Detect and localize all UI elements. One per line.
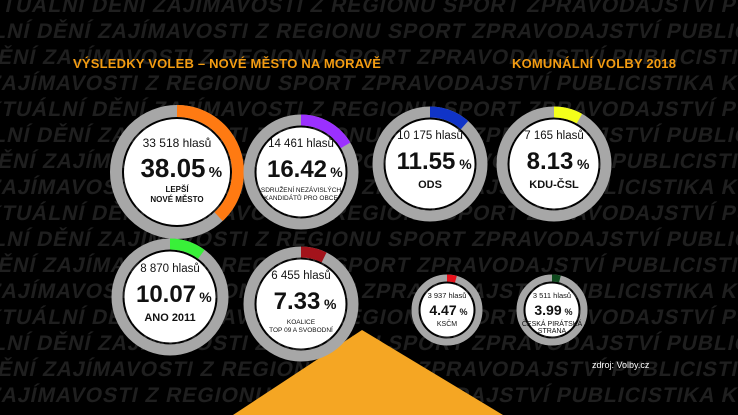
- donut-chart: 7 165 hlasů 8.13 % KDU-ČSL: [496, 106, 612, 222]
- vote-percent: 4.47: [429, 302, 456, 318]
- vote-percent: 16.42: [267, 156, 327, 183]
- vote-count: 14 461 hlasů: [268, 138, 334, 150]
- party-label: TOP 09 A SVOBODNÍ: [269, 325, 333, 334]
- party-label: KOALICE: [287, 319, 316, 326]
- vote-count: 10 175 hlasů: [397, 130, 463, 142]
- chart-title: VÝSLEDKY VOLEB – NOVÉ MĚSTO NA MORAVĚ: [73, 56, 382, 71]
- donut-center: [385, 119, 475, 209]
- chart-subtitle: KOMUNÁLNÍ VOLBY 2018: [512, 56, 677, 71]
- percent-sign: %: [199, 289, 212, 305]
- donut-slice: [429, 106, 469, 130]
- party-label: ČESKÁ PIRÁTSKÁ: [522, 319, 583, 328]
- donut-chart: 14 461 hlasů 16.42 % SDRUŽENÍ NEZÁVISLÝCHKA…: [243, 114, 359, 230]
- donut-slice: [300, 246, 327, 263]
- party-label: NOVÉ MĚSTO: [150, 195, 203, 204]
- party-label: ODS: [418, 179, 442, 191]
- party-label: KANDIDÁTŮ PRO OBCE: [264, 193, 338, 202]
- vote-count: 33 518 hlasů: [143, 136, 212, 150]
- percent-sign: %: [565, 307, 573, 317]
- vote-percent: 10.07: [136, 281, 196, 308]
- donut-center: [124, 251, 216, 343]
- vote-percent: 8.13: [527, 148, 574, 175]
- vote-count: 6 455 hlasů: [271, 270, 330, 282]
- vote-count: 3 937 hlasů: [428, 291, 467, 300]
- percent-sign: %: [460, 307, 468, 317]
- percent-sign: %: [459, 156, 472, 172]
- donut-slice: [300, 114, 351, 149]
- vote-percent: 11.55: [397, 148, 456, 175]
- vote-percent: 7.33: [274, 288, 321, 315]
- vote-percent: 3.99: [534, 302, 561, 318]
- donut-slice: [446, 274, 457, 283]
- donut-chart: 3 937 hlasů 4.47 %KSČM: [411, 274, 483, 346]
- donut-chart: 8 870 hlasů 10.07 % ANO 2011: [111, 238, 229, 356]
- donut-center: [509, 119, 599, 209]
- donut-slice: [553, 106, 583, 124]
- vote-count: 3 511 hlasů: [533, 291, 571, 300]
- donut-center: [525, 283, 579, 337]
- percent-sign: %: [324, 296, 337, 312]
- party-label: ANO 2011: [144, 312, 195, 324]
- percent-sign: %: [209, 164, 222, 181]
- donut-center: [256, 259, 346, 349]
- donut-slice: [176, 105, 244, 221]
- vote-count: 7 165 hlasů: [524, 130, 583, 142]
- party-label: SDRUŽENÍ NEZÁVISLÝCH: [261, 185, 341, 194]
- vote-count: 8 870 hlasů: [140, 263, 199, 275]
- party-label: KDU-ČSL: [529, 178, 579, 191]
- donut-center: [256, 127, 346, 217]
- source-note: zdroj: Volby.cz: [592, 360, 650, 370]
- percent-sign: %: [330, 164, 343, 180]
- party-label: LEPŠÍ: [165, 185, 189, 194]
- vote-percent: 38.05: [140, 153, 205, 183]
- donut-slice: [551, 274, 561, 283]
- donut-slice: [169, 238, 205, 259]
- party-label: KSČM: [437, 319, 457, 328]
- donut-center: [124, 119, 230, 225]
- party-label: STRANA: [538, 328, 567, 335]
- donut-chart: 10 175 hlasů 11.55 % ODS: [372, 106, 488, 222]
- donut-center: [420, 283, 474, 337]
- percent-sign: %: [577, 156, 590, 172]
